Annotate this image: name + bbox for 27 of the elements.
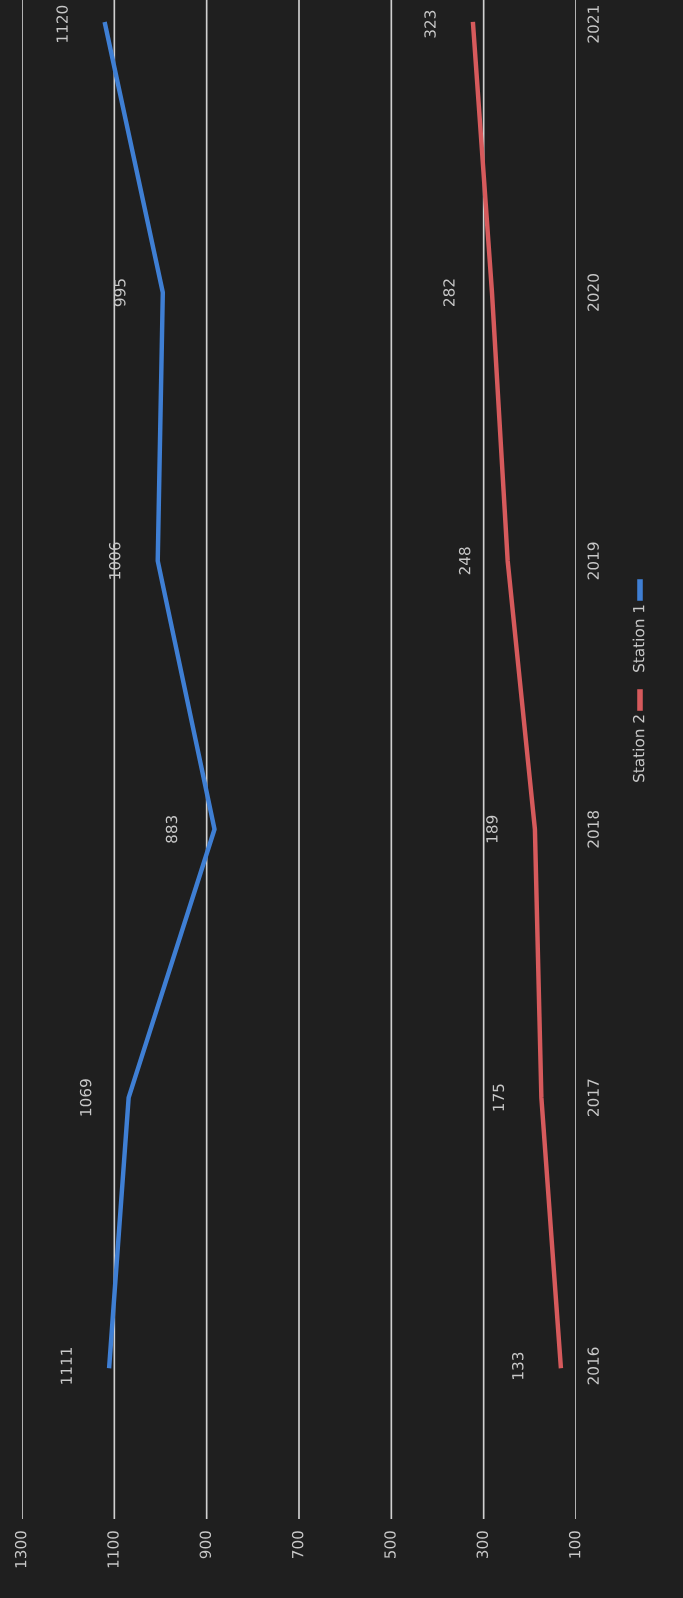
data-label: 175 (492, 1084, 505, 1111)
x-tick-label: 900 (199, 1531, 212, 1559)
x-tick-label: 500 (384, 1531, 396, 1559)
data-label: 1111 (60, 1348, 72, 1384)
legend-label: Station 2 (632, 715, 645, 782)
x-tick-label: 300 (476, 1531, 489, 1559)
y-tick-label: 2021 (587, 6, 599, 43)
legend-label: Station 1 (632, 605, 645, 672)
data-label: 133 (511, 1352, 524, 1379)
x-tick-label: 100 (568, 1531, 581, 1558)
data-label: 323 (424, 10, 436, 38)
data-label: 1120 (56, 5, 68, 42)
data-label: 1069 (79, 1079, 92, 1116)
data-label: 883 (165, 815, 178, 843)
y-tick-label: 2017 (587, 1079, 599, 1116)
data-label: 282 (443, 279, 455, 306)
y-tick-label: 2016 (587, 1347, 599, 1385)
data-label: 995 (114, 279, 126, 307)
y-tick-label: 2020 (587, 274, 599, 311)
y-tick-label: 2018 (587, 810, 599, 848)
y-tick-label: 2019 (587, 542, 599, 580)
data-label: 248 (458, 547, 471, 575)
x-tick-label: 1100 (107, 1531, 119, 1568)
x-tick-label: 700 (291, 1531, 304, 1559)
x-tick-label: 1300 (14, 1531, 27, 1568)
data-label: 1006 (108, 542, 121, 579)
data-label: 189 (486, 815, 498, 843)
